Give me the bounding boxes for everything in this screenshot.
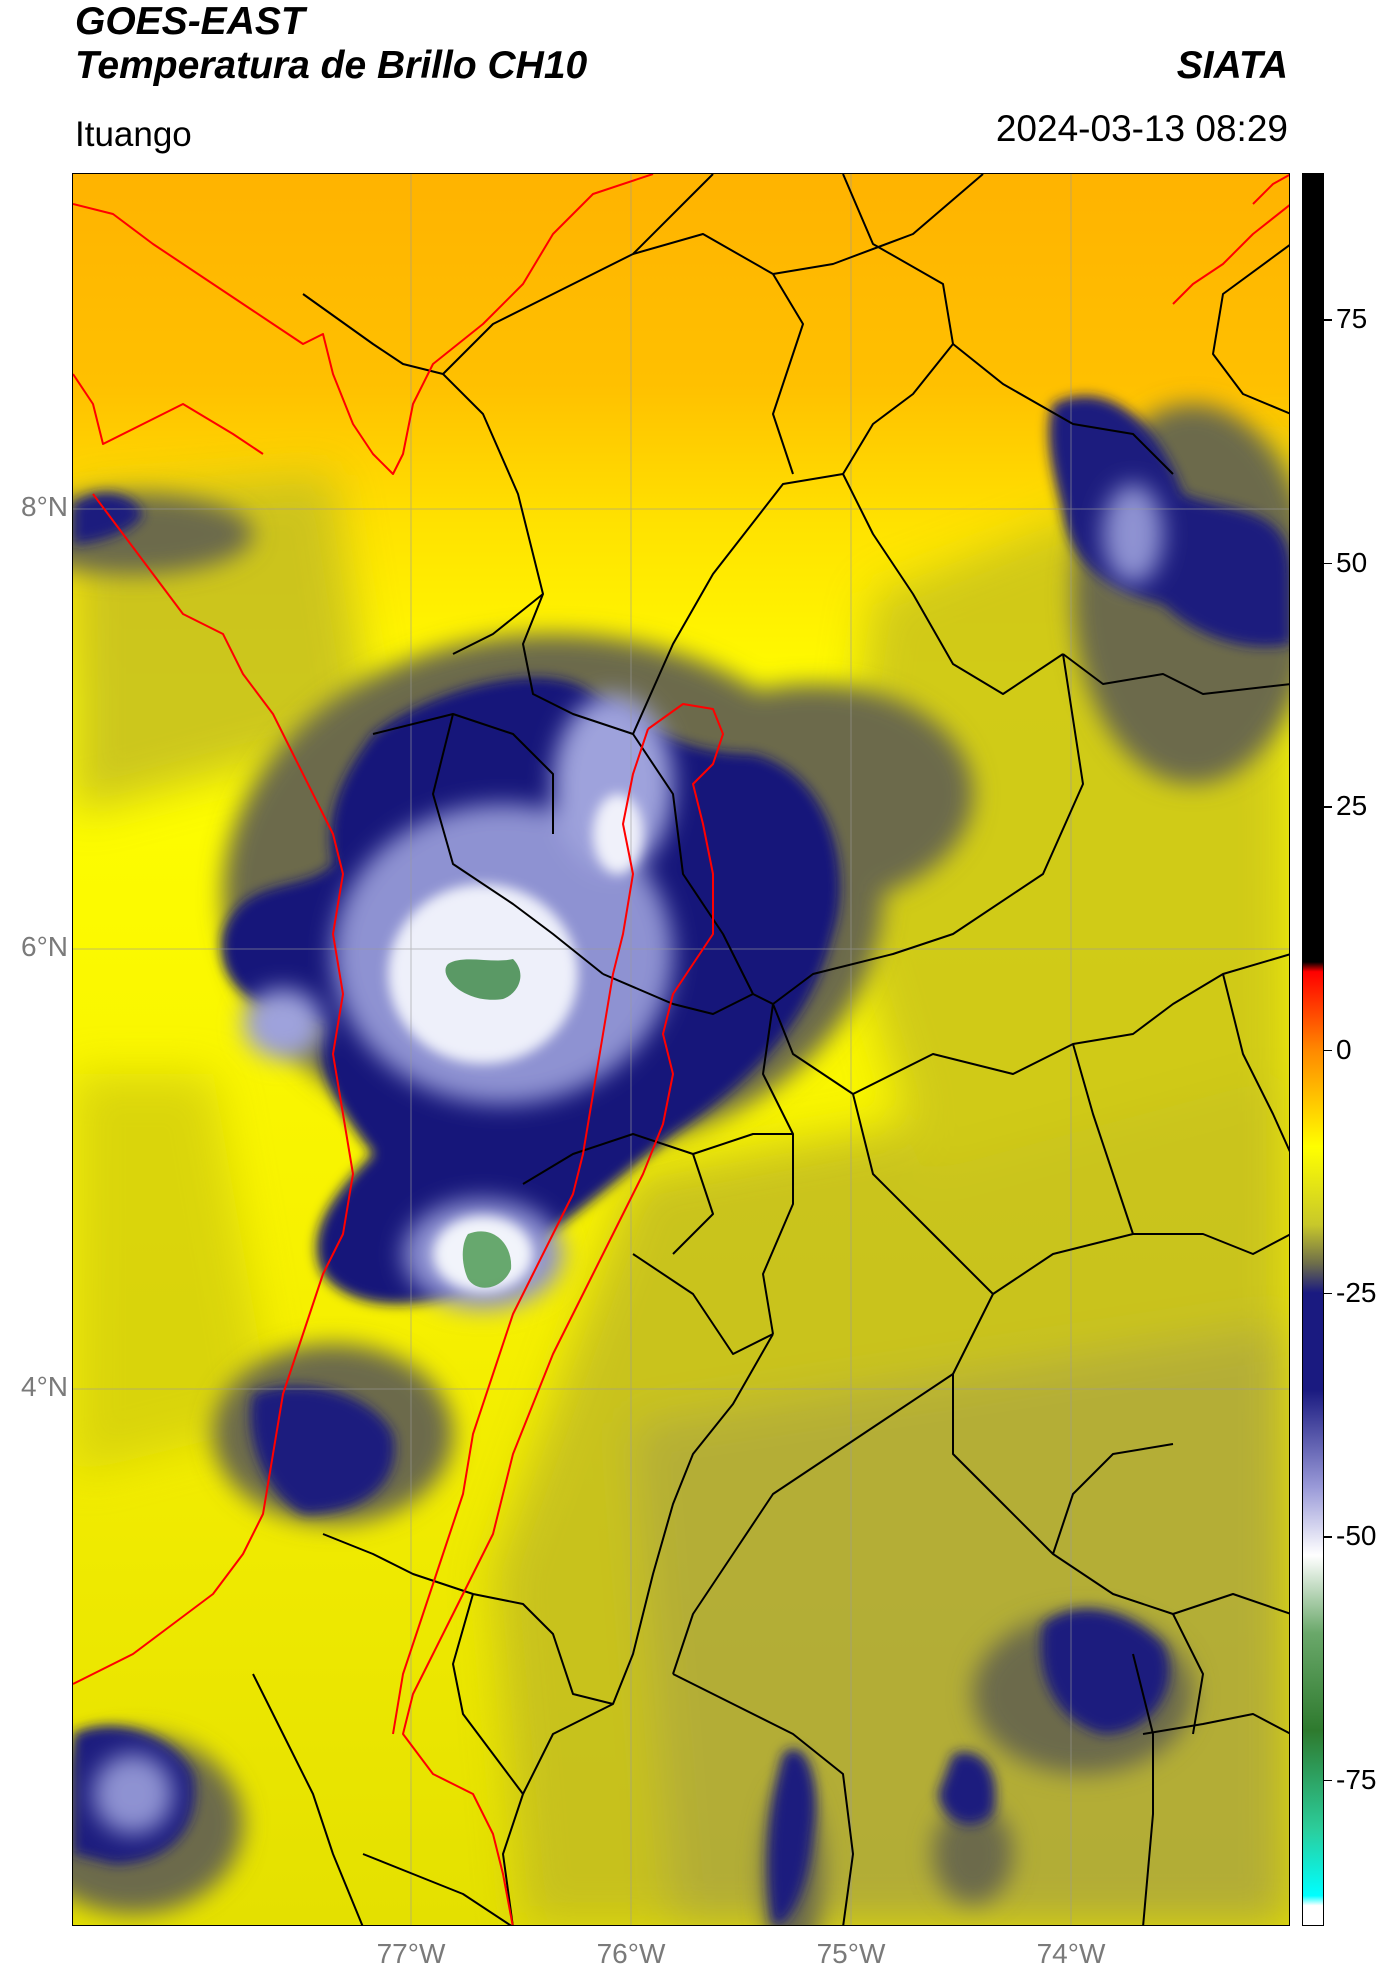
- colorbar-tick-label: -75: [1336, 1763, 1377, 1795]
- gridlines: [73, 174, 1289, 1925]
- colorbar-tick: [1324, 1049, 1332, 1051]
- colorbar-tick: [1324, 806, 1332, 808]
- colorbar: [1302, 173, 1324, 1926]
- satellite-map: [72, 173, 1290, 1926]
- timestamp: 2024-03-13 08:29: [995, 108, 1288, 149]
- colorbar-tick: [1324, 562, 1332, 565]
- colorbar-tick-label: 50: [1336, 546, 1368, 578]
- lat-label-4n: 4°N: [21, 1371, 68, 1402]
- colorbar-tick-label: 25: [1336, 790, 1368, 822]
- green-coldest-layer: [445, 959, 521, 1288]
- lon-label-77w: 77°W: [376, 1938, 446, 1969]
- lon-label-74w: 74°W: [1036, 1938, 1106, 1969]
- colorbar-tick: [1324, 1536, 1332, 1538]
- lon-label-75w: 75°W: [816, 1938, 886, 1969]
- colorbar-tick-label: -50: [1336, 1520, 1377, 1552]
- colorbar-tick: [1324, 1292, 1332, 1295]
- lat-label-6n: 6°N: [21, 931, 68, 962]
- lat-label-8n: 8°N: [21, 491, 68, 522]
- colorbar-tick-label: -25: [1336, 1276, 1377, 1308]
- title-line1: GOES-EAST: [75, 0, 305, 43]
- colorbar-tick-label: 75: [1336, 303, 1368, 335]
- admin-borders: [252, 174, 1289, 1925]
- red-outlines: [73, 174, 1289, 1925]
- colorbar-tick: [1324, 319, 1332, 321]
- brand-label: SIATA: [1176, 44, 1288, 87]
- colorbar-tick-label: 0: [1336, 1033, 1352, 1065]
- title-line2: Temperatura de Brillo CH10: [75, 44, 588, 87]
- colorbar-tick: [1324, 1779, 1332, 1782]
- lon-label-76w: 76°W: [596, 1938, 666, 1969]
- region-label: Ituango: [75, 115, 192, 154]
